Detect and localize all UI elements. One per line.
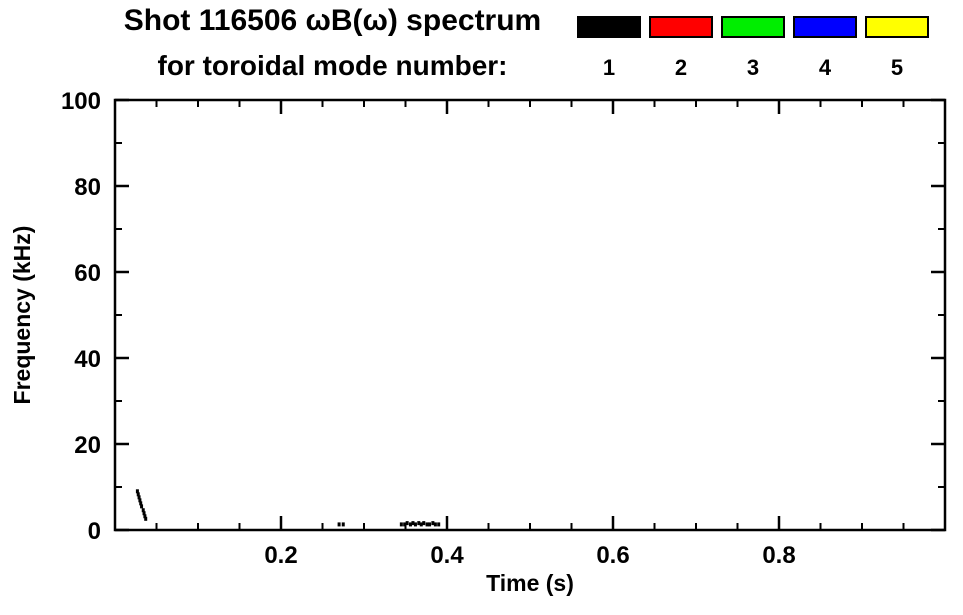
data-point (437, 522, 441, 527)
data-point (136, 492, 140, 497)
x-tick-label: 0.6 (596, 542, 629, 569)
data-point (143, 514, 147, 519)
legend-label-2: 2 (674, 55, 688, 80)
x-axis-title: Time (s) (486, 570, 574, 596)
legend-item-2: 2 (649, 16, 713, 81)
data-point (139, 501, 143, 506)
data-point (422, 521, 426, 526)
data-point (419, 522, 423, 527)
y-tick-label: 80 (74, 174, 101, 201)
data-point (137, 495, 141, 500)
data-point (425, 522, 429, 527)
data-point (140, 504, 144, 509)
legend-swatch-2 (649, 16, 713, 38)
data-point (142, 511, 146, 516)
plot-frame (113, 98, 947, 532)
data-point (405, 521, 409, 526)
legend-item-1: 1 (577, 16, 641, 81)
legend-label-3: 3 (746, 55, 760, 80)
legend: 1 2 3 4 5 (577, 16, 929, 81)
data-point (431, 521, 435, 526)
data-point (341, 522, 345, 527)
legend-swatch-5 (865, 16, 929, 38)
chart-subtitle: for toroidal mode number: (157, 50, 508, 81)
data-point (141, 508, 145, 513)
legend-item-5: 5 (865, 16, 929, 81)
y-tick-label: 60 (74, 260, 101, 287)
data-point (413, 522, 417, 527)
y-tick-label: 0 (88, 518, 101, 545)
data-point (417, 521, 421, 526)
legend-label-4: 4 (818, 55, 832, 80)
data-point (433, 522, 437, 527)
y-tick-label: 20 (74, 432, 101, 459)
legend-label-1: 1 (602, 55, 616, 80)
y-tick-label: 100 (61, 88, 101, 115)
legend-swatch-1 (577, 16, 641, 38)
chart-title: Shot 116506 ωB(ω) spectrum (123, 4, 542, 37)
data-point (408, 522, 412, 527)
legend-swatch-4 (793, 16, 857, 38)
x-tick-label: 0.8 (762, 542, 795, 569)
data-point (411, 521, 415, 526)
data-point (144, 516, 148, 521)
data-point (135, 489, 139, 494)
data-point (337, 522, 341, 527)
y-tick-label: 40 (74, 346, 101, 373)
x-tick-label: 0.4 (430, 542, 464, 569)
data-point (138, 498, 142, 503)
x-tick-label: 0.2 (264, 542, 297, 569)
legend-swatch-3 (721, 16, 785, 38)
legend-label-5: 5 (890, 55, 904, 80)
y-axis-title: Frequency (kHz) (9, 226, 35, 405)
legend-item-3: 3 (721, 16, 785, 81)
data-point (428, 522, 432, 527)
data-point (399, 522, 403, 527)
data-point (403, 522, 407, 527)
legend-item-4: 4 (793, 16, 857, 81)
